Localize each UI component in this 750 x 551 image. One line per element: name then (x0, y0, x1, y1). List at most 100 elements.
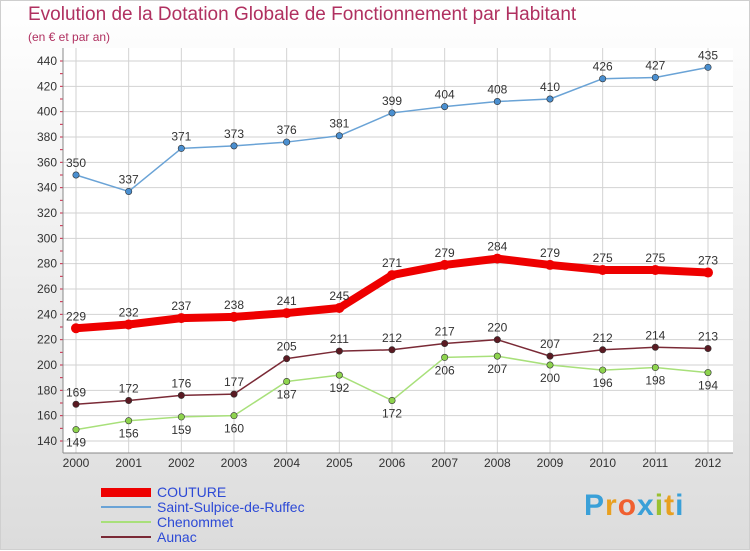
data-label: 211 (330, 332, 349, 346)
legend-label: COUTURE (157, 484, 227, 500)
data-point (335, 371, 343, 379)
data-label: 232 (119, 305, 139, 319)
data-point (704, 369, 712, 377)
data-point (125, 417, 133, 425)
logo-letter: x (637, 489, 655, 522)
y-tick-label: 200 (37, 358, 57, 372)
logo-letter: r (605, 489, 618, 522)
y-tick-label: 240 (37, 307, 57, 321)
data-point (439, 259, 450, 270)
data-point (283, 355, 291, 363)
data-label: 279 (435, 246, 455, 260)
y-tick-label: 380 (37, 130, 57, 144)
data-label: 200 (540, 371, 560, 385)
logo-letter: i (654, 489, 665, 522)
data-point (283, 138, 291, 146)
data-point (387, 270, 397, 281)
chart-subtitle: (en € et par an) (28, 30, 111, 44)
data-label: 426 (593, 60, 613, 74)
data-point (388, 346, 396, 354)
data-point (71, 323, 81, 334)
x-tick-label: 2001 (115, 456, 142, 470)
data-point (123, 319, 134, 330)
data-point (599, 366, 607, 374)
data-label: 213 (698, 330, 718, 344)
data-label: 159 (171, 423, 191, 437)
data-point (335, 132, 343, 140)
data-point (125, 396, 133, 404)
logo-letter: t (664, 489, 676, 522)
data-label: 207 (487, 362, 507, 376)
legend-label: Aunac (157, 529, 197, 545)
data-point (651, 73, 659, 81)
legend-label: Saint-Sulpice-de-Ruffec (157, 499, 305, 515)
plot-area (63, 48, 733, 453)
data-label: 399 (382, 94, 402, 108)
data-label: 187 (277, 387, 297, 401)
y-tick-label: 360 (37, 155, 57, 169)
y-tick-label: 280 (37, 257, 57, 271)
data-label: 172 (119, 381, 139, 395)
data-point (230, 412, 238, 420)
data-point (388, 109, 396, 117)
data-label: 337 (119, 172, 139, 186)
x-tick-label: 2003 (221, 456, 248, 470)
x-tick-label: 2004 (273, 456, 300, 470)
data-label: 273 (698, 254, 718, 268)
data-label: 376 (277, 123, 297, 137)
data-point (704, 345, 712, 353)
data-point (492, 253, 503, 264)
data-point (125, 187, 133, 195)
data-label: 373 (224, 127, 244, 141)
data-point (651, 364, 659, 372)
data-label: 271 (382, 256, 402, 270)
data-label: 172 (382, 406, 402, 420)
data-label: 212 (382, 331, 402, 345)
legend-swatch (101, 506, 151, 508)
y-tick-label: 340 (37, 181, 57, 195)
x-tick-label: 2007 (431, 456, 458, 470)
data-label: 198 (645, 374, 665, 388)
x-tick-label: 2010 (589, 456, 616, 470)
data-point (599, 75, 607, 83)
data-label: 427 (645, 58, 665, 72)
data-label: 350 (66, 156, 86, 170)
data-label: 279 (540, 246, 560, 260)
data-label: 237 (171, 299, 191, 313)
y-tick-label: 140 (37, 434, 57, 448)
data-point (283, 377, 291, 385)
data-point (493, 352, 501, 360)
data-point (176, 313, 187, 324)
x-tick-label: 2002 (168, 456, 195, 470)
data-label: 212 (593, 331, 613, 345)
data-label: 176 (171, 376, 191, 390)
data-point (546, 95, 554, 103)
data-point (651, 343, 659, 351)
data-label: 435 (698, 48, 718, 62)
data-point (493, 336, 501, 344)
x-tick-label: 2009 (537, 456, 564, 470)
data-point (334, 303, 345, 313)
data-label: 245 (329, 289, 349, 303)
y-tick-label: 180 (37, 383, 57, 397)
data-point (229, 311, 239, 322)
x-tick-label: 2006 (379, 456, 406, 470)
x-tick-label: 2008 (484, 456, 511, 470)
x-tick-label: 2011 (642, 456, 668, 470)
data-point (599, 346, 607, 354)
data-label: 207 (540, 337, 560, 351)
legend-label: Chenommet (157, 514, 234, 530)
data-point (388, 396, 396, 404)
data-point (281, 308, 292, 319)
y-tick-label: 400 (37, 105, 57, 119)
data-point (493, 98, 501, 106)
data-point (546, 361, 554, 369)
legend-swatch (101, 521, 151, 523)
y-tick-label: 320 (37, 206, 57, 220)
data-point (230, 142, 238, 150)
data-point (335, 347, 343, 355)
data-label: 408 (487, 83, 507, 97)
data-point (597, 265, 608, 275)
data-label: 169 (66, 385, 86, 399)
